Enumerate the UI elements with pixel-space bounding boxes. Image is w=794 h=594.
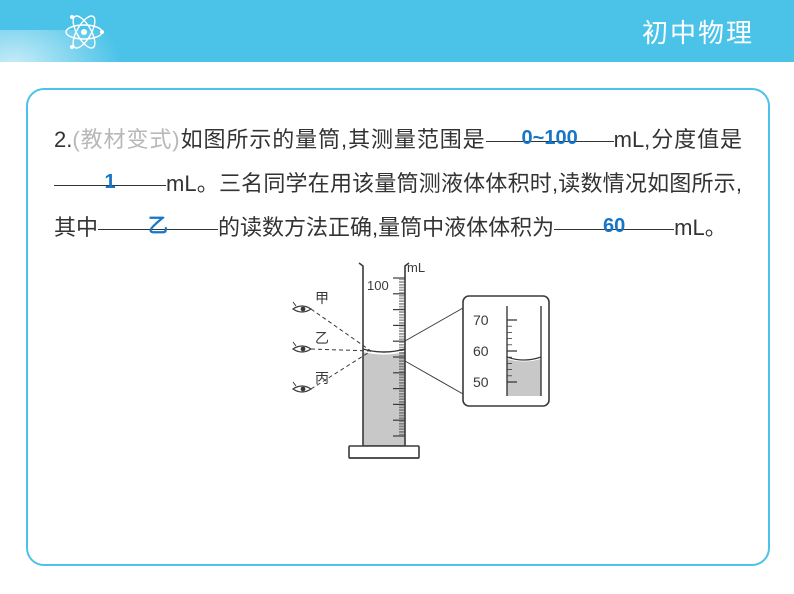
atom-icon <box>60 8 108 61</box>
blank-volume: 60 <box>554 206 674 230</box>
svg-text:100: 100 <box>367 278 389 293</box>
svg-text:70: 70 <box>473 312 489 328</box>
question-text: 2.(教材变式)如图所示的量筒,其测量范围是0~100mL,分度值是1mL。三名… <box>54 118 742 250</box>
seg5: mL。 <box>674 215 727 240</box>
blank-correct: 乙 <box>98 206 218 230</box>
seg1: 如图所示的量筒,其测量范围是 <box>180 127 486 152</box>
seg2: mL,分度值是 <box>614 127 742 152</box>
blank-division: 1 <box>54 162 166 186</box>
slide-header: 初中物理 <box>0 0 794 62</box>
ans-division: 1 <box>104 171 115 193</box>
cylinder-figure: mL 100 甲乙丙 70 60 50 <box>233 256 563 476</box>
svg-text:60: 60 <box>473 343 489 359</box>
ans-correct: 乙 <box>148 215 168 237</box>
ans-volume: 60 <box>603 215 625 237</box>
svg-text:丙: 丙 <box>315 372 329 387</box>
question-number: 2. <box>54 127 72 152</box>
figure-container: mL 100 甲乙丙 70 60 50 <box>54 256 742 476</box>
question-card: 2.(教材变式)如图所示的量筒,其测量范围是0~100mL,分度值是1mL。三名… <box>26 88 770 566</box>
svg-text:乙: 乙 <box>315 331 329 347</box>
svg-text:mL: mL <box>407 260 425 275</box>
blank-range: 0~100 <box>486 118 614 142</box>
seg4: 的读数方法正确,量筒中液体体积为 <box>218 215 554 240</box>
svg-text:50: 50 <box>473 374 489 390</box>
question-tag: (教材变式) <box>72 127 179 152</box>
svg-text:甲: 甲 <box>315 292 329 307</box>
ans-range: 0~100 <box>522 127 578 149</box>
subject-title: 初中物理 <box>642 13 754 50</box>
